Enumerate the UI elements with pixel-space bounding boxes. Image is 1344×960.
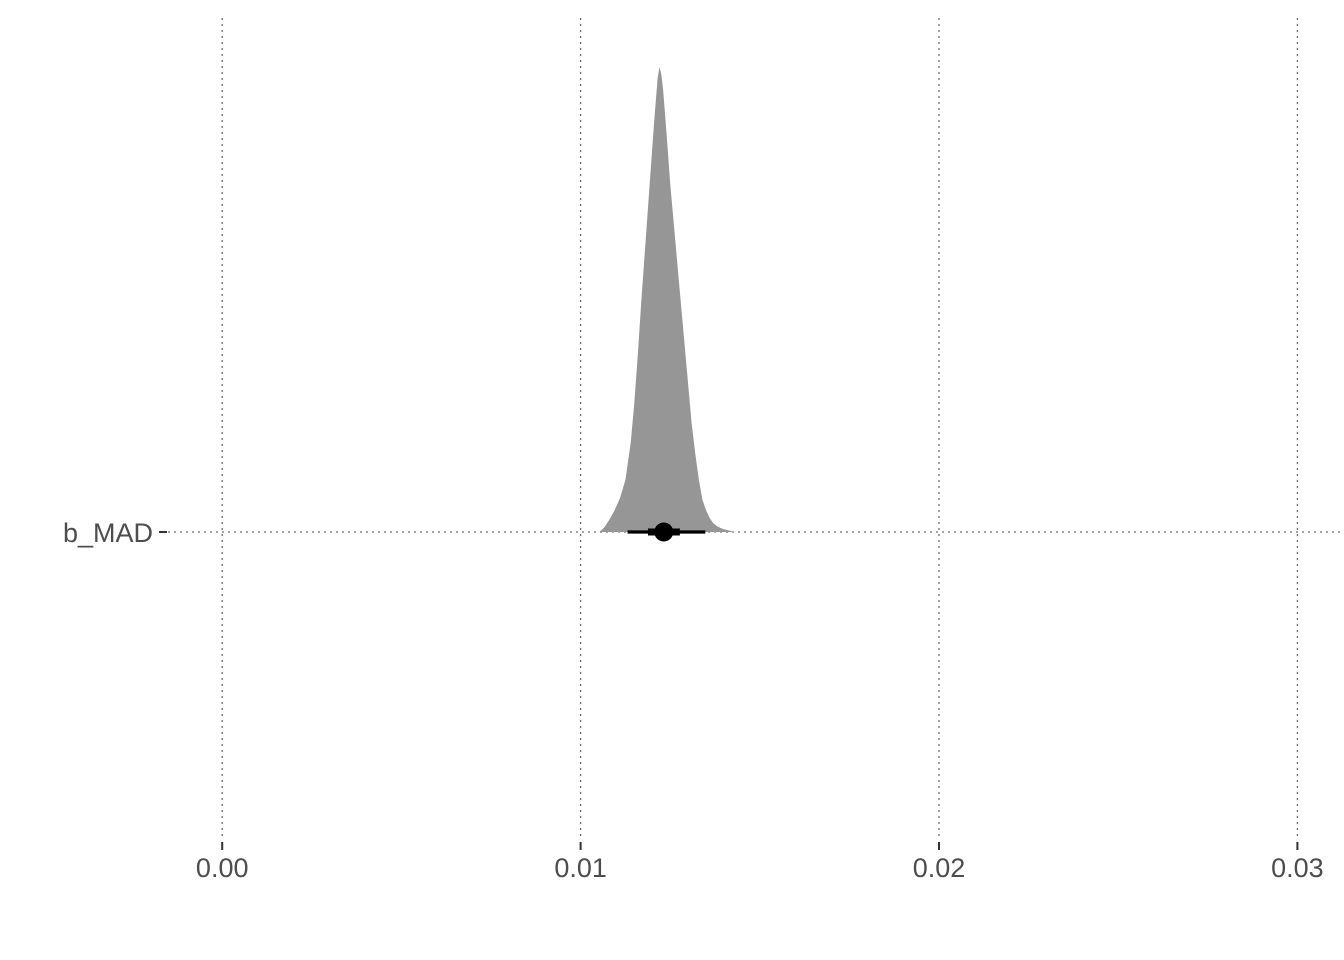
median-point [654,522,674,542]
x-gridlines [221,18,1299,840]
x-tick-label: 0.03 [1271,853,1324,883]
density-area [599,67,735,532]
y-tick-label: b_MAD [63,518,153,548]
x-tick-label: 0.02 [913,853,966,883]
density-layer [599,67,735,532]
interval-layer [627,522,706,542]
x-tick-label: 0.00 [196,853,249,883]
x-axis: 0.00 0.01 0.02 0.03 [196,842,1324,883]
x-tick-label: 0.01 [554,853,607,883]
y-axis: b_MAD [63,518,167,548]
